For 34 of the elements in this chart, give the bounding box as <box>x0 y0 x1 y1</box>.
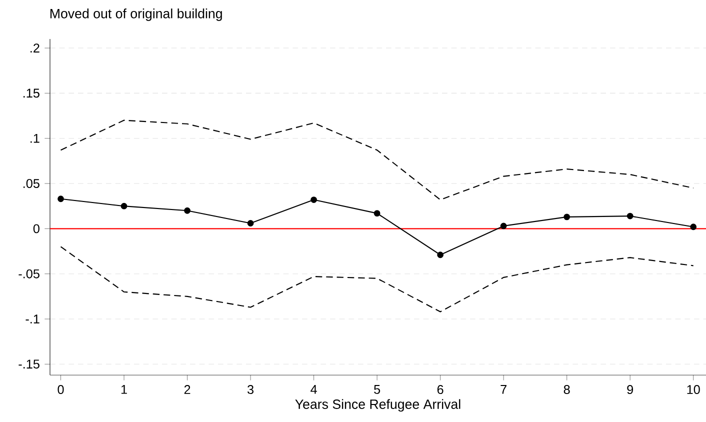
point <box>690 224 697 230</box>
point <box>500 222 507 230</box>
point <box>184 207 190 214</box>
point <box>564 214 570 220</box>
point <box>120 202 128 210</box>
y-tick-label: .15 <box>24 88 40 98</box>
point <box>374 210 380 217</box>
point <box>310 196 317 203</box>
x-tick-label: 4 <box>310 385 317 394</box>
line-series <box>60 120 694 200</box>
y-tick-label: .05 <box>24 179 40 188</box>
x-tick-label: 5 <box>374 385 380 394</box>
point <box>626 212 634 220</box>
x-tick-label: 1 <box>121 385 127 394</box>
x-tick-label: 9 <box>627 385 634 394</box>
y-tick-label: -.1 <box>26 314 40 324</box>
x-tick-label: 8 <box>564 385 570 394</box>
x-tick-label: 2 <box>184 385 190 394</box>
point <box>437 252 444 258</box>
x-tick-label: 10 <box>687 385 700 394</box>
y-tick-label: -.05 <box>18 269 40 278</box>
x-tick-label: 6 <box>437 385 444 394</box>
x-tick-label: 0 <box>58 385 64 394</box>
x-tick-label: 3 <box>247 385 254 394</box>
line-series <box>60 246 694 312</box>
y-tick-label: .2 <box>30 44 40 52</box>
point <box>247 220 254 226</box>
y-tick-label: .1 <box>30 134 40 143</box>
x-tick-label: 7 <box>500 385 506 394</box>
x-axis-title: Years Since Refugee Arrival <box>295 399 460 412</box>
y-tick-label: 0 <box>33 224 40 234</box>
chart-title: Moved out of original building <box>50 8 222 21</box>
y-tick-label: -.15 <box>18 360 40 369</box>
point <box>58 196 64 202</box>
